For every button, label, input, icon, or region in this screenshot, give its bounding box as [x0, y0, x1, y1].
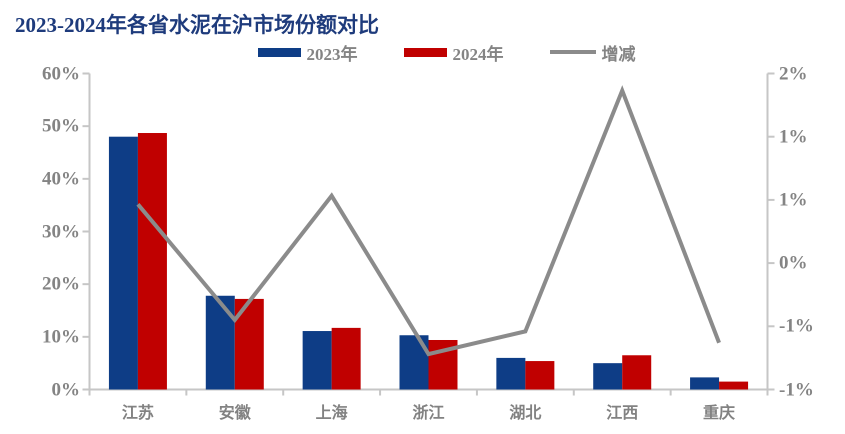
left-axis-tick-label: 10%	[42, 326, 80, 348]
category-label-2: 上海	[315, 405, 348, 422]
legend: 2023年 2024年 增减	[0, 40, 845, 65]
chart-title: 2023-2024年各省水泥在沪市场份额对比	[15, 13, 379, 37]
legend-label-2023: 2023年	[306, 44, 358, 64]
category-label-4: 湖北	[509, 405, 542, 422]
category-label-3: 浙江	[412, 405, 445, 422]
category-label-1: 安徽	[218, 405, 251, 422]
bar-series0-cat0	[108, 136, 138, 390]
bar-series0-cat2	[302, 331, 332, 390]
legend-item-change: 增减	[549, 40, 636, 65]
legend-item-2024: 2024年	[403, 40, 504, 65]
bar-series1-cat2	[331, 327, 361, 390]
change-line	[136, 85, 721, 357]
right-axis-tick-label: 1%	[779, 126, 808, 148]
legend-swatch-2024	[403, 47, 447, 57]
right-axis-tick-label: 2%	[779, 63, 808, 84]
category-label-5: 江西	[606, 405, 639, 422]
legend-label-change: 增减	[601, 44, 636, 64]
right-axis-tick-label: -1%	[779, 379, 814, 400]
legend-label-2024: 2024年	[452, 44, 504, 64]
bar-series0-cat6	[690, 377, 720, 390]
right-axis-tick-label: 0%	[779, 252, 808, 274]
bar-series0-cat4	[496, 357, 526, 390]
left-axis-tick-label: 20%	[42, 273, 80, 295]
right-axis-tick-label: -1%	[779, 315, 814, 337]
category-label-0: 江苏	[121, 405, 154, 422]
bar-series1-cat5	[622, 355, 652, 390]
bar-series0-cat5	[593, 363, 623, 390]
bar-series1-cat0	[137, 133, 167, 390]
legend-item-2023: 2023年	[257, 40, 358, 65]
left-axis-tick-label: 0%	[51, 379, 81, 400]
left-axis-tick-label: 60%	[42, 63, 80, 84]
bar-series1-cat4	[525, 361, 555, 390]
legend-line-swatch-icon	[549, 50, 596, 54]
bar-series1-cat6	[719, 381, 749, 390]
category-label-6: 重庆	[703, 405, 736, 422]
legend-swatch-2023	[257, 47, 301, 57]
left-axis-tick-label: 40%	[42, 168, 80, 190]
left-axis-tick-label: 50%	[42, 115, 80, 137]
left-axis-tick-label: 30%	[42, 221, 80, 242]
right-axis-tick-label: 1%	[779, 189, 808, 211]
